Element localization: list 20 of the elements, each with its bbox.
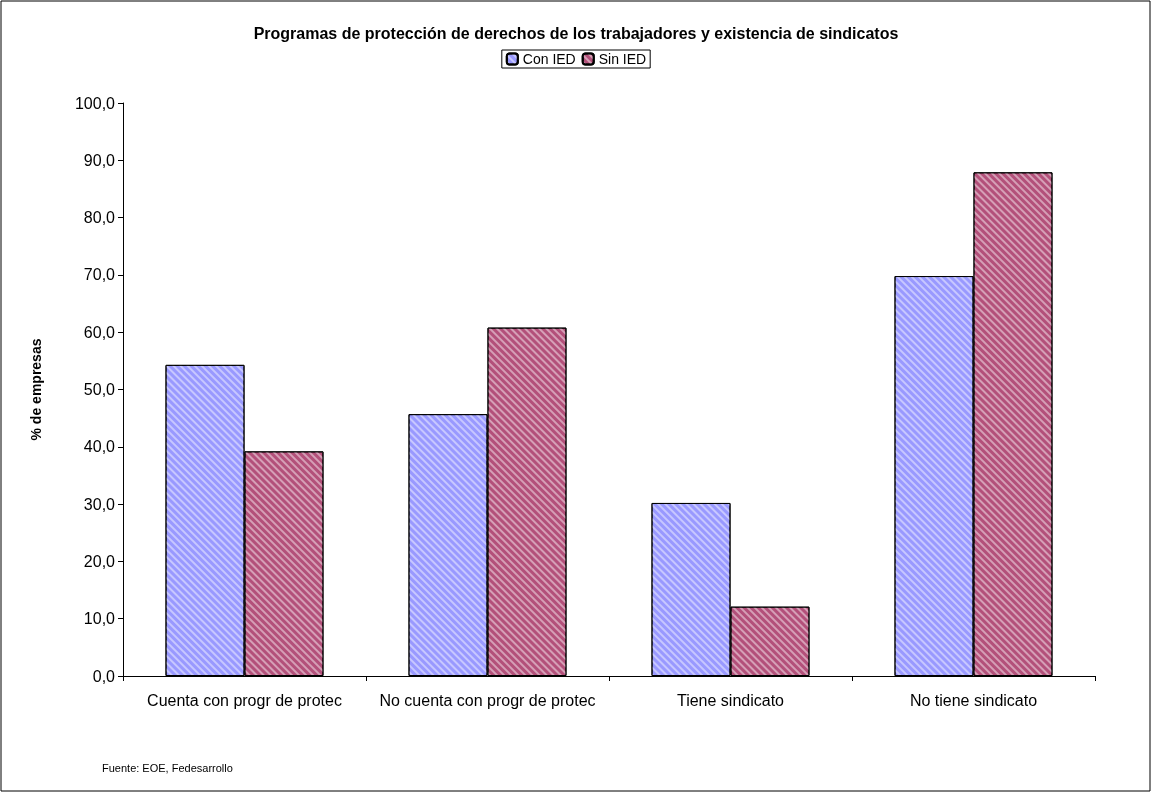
y-tick-label: 0,0	[92, 667, 116, 685]
y-tick-label: 70,0	[83, 266, 116, 284]
y-tick-label: 20,0	[83, 552, 116, 570]
y-tick-label: 30,0	[83, 495, 116, 513]
y-tick-label: 40,0	[83, 438, 116, 456]
y-tick-label: 90,0	[83, 151, 116, 169]
x-tick-label: No cuenta con progr de protec	[379, 691, 596, 709]
y-tick-label: 10,0	[83, 610, 116, 628]
legend-label: Sin IED	[598, 51, 647, 67]
x-tick-label: No tiene sindicato	[909, 691, 1038, 709]
x-tick-label: Cuenta con progr de protec	[147, 691, 342, 709]
x-tick-label: Tiene sindicato	[676, 691, 785, 709]
y-axis-title: % de empresas	[28, 338, 44, 441]
y-tick-label: 100,0	[74, 94, 116, 112]
legend-label: Con IED	[522, 51, 576, 67]
source-note: Fuente: EOE, Fedesarrollo	[102, 761, 233, 774]
y-tick-label: 80,0	[83, 209, 116, 227]
chart-title: Programas de protección de derechos de los trabajadores y existencia de sindicatos	[253, 24, 899, 42]
y-tick-label: 50,0	[83, 381, 116, 398]
y-tick-label: 60,0	[83, 323, 116, 341]
